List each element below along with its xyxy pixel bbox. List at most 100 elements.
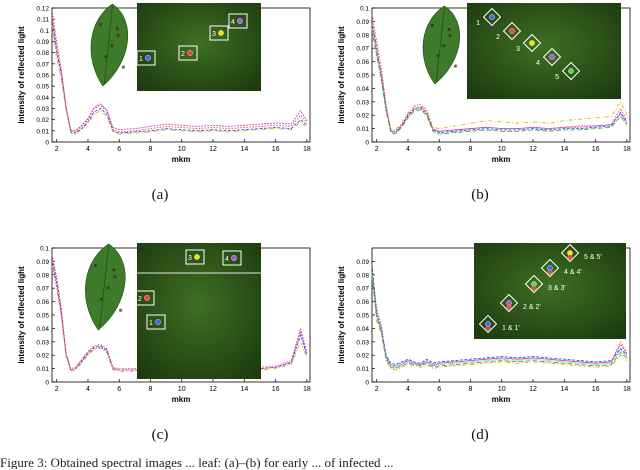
- panel-label-b: (b): [471, 187, 489, 203]
- y-tick-label: 0.05: [36, 84, 49, 91]
- marker-3: 3: [185, 249, 205, 265]
- x-tick-label: 2: [375, 146, 379, 153]
- series-line-3: [51, 24, 308, 135]
- marker-label: 1 & 1': [502, 325, 520, 332]
- x-tick-label: 8: [469, 386, 473, 393]
- x-tick-label: 6: [117, 146, 121, 153]
- y-tick-label: 0.03: [36, 106, 49, 113]
- x-tick-label: 6: [117, 386, 121, 393]
- x-tick-label: 18: [623, 146, 631, 153]
- marker-4: 4: [222, 250, 242, 266]
- y-tick-label: 0.01: [356, 126, 369, 133]
- series-line-1: [371, 21, 628, 134]
- x-tick-label: 2: [375, 386, 379, 393]
- marker-2: 2: [135, 290, 155, 306]
- x-tick-label: 2: [55, 146, 59, 153]
- x-axis-label: mkm: [492, 395, 511, 404]
- marker-label: 2: [181, 51, 185, 58]
- x-tick-label: 14: [240, 146, 248, 153]
- x-tick-label: 12: [209, 146, 217, 153]
- y-tick-label: 0.04: [36, 95, 49, 102]
- marker-label: 2: [138, 296, 142, 303]
- series-line-1: [51, 19, 308, 134]
- y-axis-label: Intensity of reflected light: [337, 26, 346, 124]
- marker-1: 1: [136, 50, 156, 66]
- marker-1: 1: [146, 314, 166, 330]
- y-tick-label: 0.09: [356, 19, 369, 26]
- marker-label: 4: [225, 256, 229, 263]
- panel-d: 0 0.01 0.02 0.03 0.04 0.05 0.06 0.07 0.08 0.09 2 4 6…: [320, 240, 640, 470]
- y-tick-label: 0.08: [36, 50, 49, 57]
- y-tick-label: 0.05: [356, 313, 369, 320]
- marker-3: 3 & 3': [524, 274, 566, 294]
- x-tick-label: 14: [560, 146, 568, 153]
- x-tick-label: 10: [178, 386, 186, 393]
- y-axis-label: Intensity of reflected light: [17, 266, 26, 364]
- marker-2: 2: [178, 45, 198, 61]
- y-tick-label: 0.11: [37, 17, 50, 24]
- y-tick-label: 0.07: [36, 286, 49, 293]
- y-tick-label: 0.08: [356, 32, 369, 39]
- x-tick-label: 8: [149, 386, 153, 393]
- y-tick-label: 0.08: [356, 272, 369, 279]
- y-tick-label: 0.02: [36, 117, 49, 124]
- y-tick-label: 0.04: [356, 326, 369, 333]
- series-line-3: [371, 274, 628, 371]
- panel-b: 0 0.01 0.02 0.03 0.04 0.05 0.06 0.07 0.08 0.09 0.1…: [320, 0, 640, 230]
- marker-2: 2: [496, 21, 522, 41]
- x-tick-label: 16: [272, 386, 280, 393]
- y-tick-label: 0.1: [40, 246, 49, 253]
- marker-label: 3 & 3': [548, 285, 566, 292]
- y-axis-label: Intensity of reflected light: [17, 26, 26, 124]
- marker-label: 5 & 5': [584, 254, 602, 261]
- marker-4: 4: [228, 13, 248, 29]
- marker-3: 3: [209, 25, 229, 41]
- leaf-photo: [85, 243, 126, 331]
- y-tick-label: 0.06: [356, 299, 369, 306]
- y-tick-label: 0.09: [356, 259, 369, 266]
- x-tick-label: 6: [437, 146, 441, 153]
- x-tick-label: 12: [529, 146, 537, 153]
- figure-caption: Figure 3: Obtained spectral images ... l…: [0, 455, 394, 469]
- series-line-5: [371, 30, 628, 135]
- marker-label: 5: [555, 74, 559, 81]
- y-tick-label: 0.02: [36, 353, 49, 360]
- series-line-5: [371, 277, 628, 370]
- y-tick-label: 0.05: [36, 313, 49, 320]
- marker-5: 5 & 5': [560, 243, 602, 263]
- panel-label-d: (d): [471, 427, 489, 443]
- x-tick-label: 8: [469, 146, 473, 153]
- y-tick-label: 0.01: [36, 366, 49, 373]
- marker-label: 3: [516, 46, 520, 53]
- series-line-4: [51, 16, 308, 132]
- y-tick-label: 0.04: [356, 86, 369, 93]
- y-tick-label: 0: [365, 140, 369, 147]
- chart-a: 0 0.01 0.02 0.03 0.04 0.05 0.06 0.07 0.08 0.09 0.1…: [17, 3, 311, 164]
- panel-a: 0 0.01 0.02 0.03 0.04 0.05 0.06 0.07 0.08 0.09 0.1…: [0, 0, 320, 230]
- marker-label: 3: [212, 31, 216, 38]
- marker-label: 3: [188, 255, 192, 262]
- series-line-1: [371, 264, 628, 366]
- marker-1: 1: [476, 7, 502, 27]
- marker-label: 4: [231, 19, 235, 26]
- series-line-4: [371, 270, 628, 367]
- leaf-photo: [422, 5, 461, 85]
- marker-3: 3: [516, 33, 542, 53]
- x-tick-label: 18: [303, 146, 311, 153]
- marker-label: 1: [149, 320, 153, 327]
- y-tick-label: 0.03: [356, 339, 369, 346]
- marker-label: 2: [496, 34, 500, 41]
- x-tick-label: 16: [592, 146, 600, 153]
- series-line-4: [371, 24, 628, 134]
- x-tick-label: 8: [149, 146, 153, 153]
- marker-4: 4 & 4': [540, 258, 582, 278]
- y-tick-label: 0.06: [36, 73, 49, 80]
- y-tick-label: 0.07: [356, 46, 369, 53]
- y-tick-label: 0.07: [356, 286, 369, 293]
- marker-4: 4: [536, 47, 562, 67]
- series-line-3: [371, 28, 628, 131]
- x-tick-label: 10: [498, 146, 506, 153]
- marker-label: 4: [536, 60, 540, 67]
- x-tick-label: 16: [272, 146, 280, 153]
- panel-label-c: (c): [151, 427, 169, 443]
